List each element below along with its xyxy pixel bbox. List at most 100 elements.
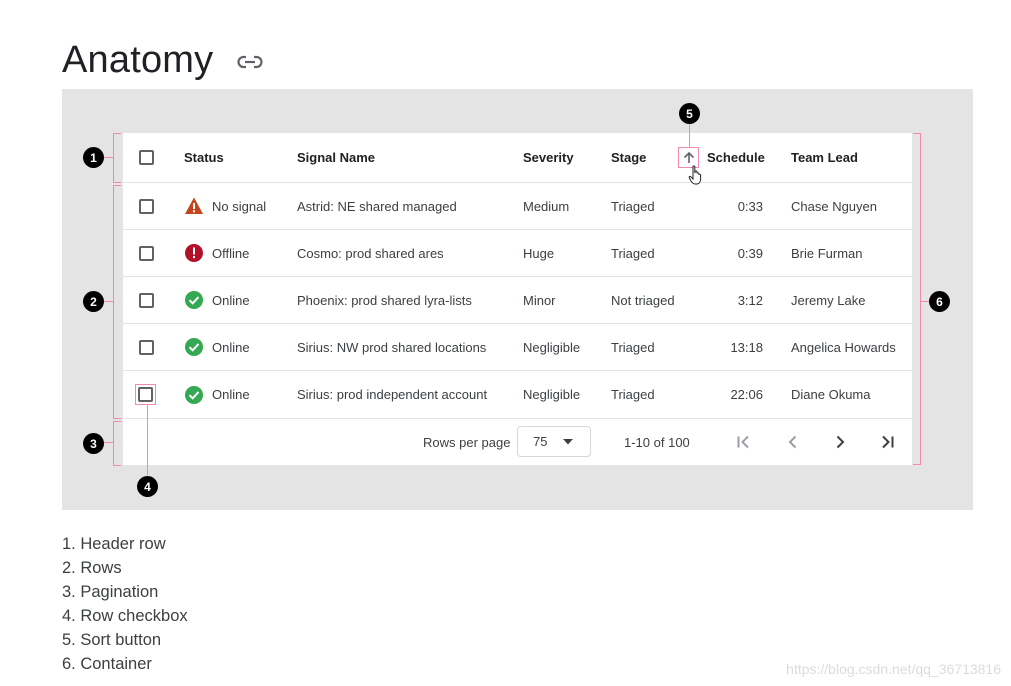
column-header-severity[interactable]: Severity: [523, 150, 574, 165]
marker-2: 2: [83, 291, 104, 312]
marker-5: 5: [679, 103, 700, 124]
schedule-cell: 0:33: [737, 198, 763, 214]
last-page-icon[interactable]: [878, 433, 896, 451]
status-cell: No signal: [184, 183, 266, 229]
status-text: Online: [212, 292, 250, 308]
status-text: No signal: [212, 198, 267, 214]
status-cell: Online: [184, 371, 250, 418]
stage-cell: Not triaged: [611, 292, 675, 308]
arrow-up-icon: [683, 151, 694, 163]
row-checkbox[interactable]: [139, 292, 154, 308]
link-icon[interactable]: [237, 55, 263, 69]
legend-item: 2. Rows: [62, 559, 122, 577]
stage-cell: Triaged: [611, 198, 655, 214]
dropdown-arrow-icon: [563, 438, 574, 444]
marker-3: 3: [83, 433, 104, 454]
severity-cell: Huge: [523, 245, 555, 261]
rows-per-page-value: 75: [533, 434, 548, 449]
header-row-bracket: [113, 133, 121, 183]
team-lead-cell: Jeremy Lake: [791, 292, 866, 308]
column-header-signal-name[interactable]: Signal Name: [297, 150, 376, 165]
anatomy-figure: Status Signal Name Severity Stage Schedu…: [62, 89, 973, 510]
team-lead-cell: Chase Nguyen: [791, 198, 877, 214]
header-row-leader: [103, 157, 113, 158]
row-checkbox[interactable]: [139, 198, 154, 214]
column-header-stage[interactable]: Stage: [611, 150, 647, 165]
container-leader: [921, 301, 930, 302]
signal-name-cell: Sirius: prod independent account: [297, 387, 488, 402]
table-row[interactable]: Online Sirius: prod independent account …: [123, 371, 912, 419]
team-lead-cell: Brie Furman: [791, 245, 863, 261]
header-checkbox[interactable]: [139, 150, 154, 165]
rows-per-page-label: Rows per page: [423, 434, 511, 450]
sort-leader: [689, 123, 690, 147]
legend-item: 1. Header row: [62, 535, 166, 553]
stage-cell: Triaged: [611, 245, 655, 261]
table-row[interactable]: No signal Astrid: NE shared managed Medi…: [123, 183, 912, 230]
legend-item: 5. Sort button: [62, 631, 162, 649]
marker-1: 1: [83, 147, 104, 168]
column-header-status[interactable]: Status: [184, 150, 224, 165]
hand-cursor-icon: [688, 165, 702, 185]
row-checkbox[interactable]: [138, 387, 153, 402]
header-row: Status Signal Name Severity Stage Schedu…: [123, 133, 912, 183]
row-checkbox[interactable]: [139, 339, 154, 355]
stage-cell: Triaged: [611, 339, 655, 355]
checkbox-leader: [147, 405, 148, 475]
signal-name-cell: Sirius: NW prod shared locations: [297, 339, 487, 355]
page-title: Anatomy: [62, 38, 214, 81]
severity-cell: Minor: [523, 292, 556, 308]
stage-cell: Triaged: [611, 387, 655, 402]
status-text: Online: [212, 339, 250, 355]
schedule-cell: 0:39: [737, 245, 763, 261]
data-table-container: Status Signal Name Severity Stage Schedu…: [123, 133, 912, 465]
severity-cell: Negligible: [523, 387, 581, 402]
first-page-icon[interactable]: [735, 433, 753, 451]
check-circle-icon: [185, 291, 203, 309]
check-circle-icon: [185, 338, 203, 356]
row-checkbox-highlight: [135, 384, 156, 405]
pagination-range: 1-10 of 100: [624, 434, 690, 450]
anatomy-legend: 1. Header row 2. Rows 3. Pagination 4. R…: [62, 532, 188, 676]
rows-per-page-select[interactable]: 75: [517, 426, 591, 457]
status-text: Online: [212, 387, 250, 402]
sort-button[interactable]: [678, 147, 699, 168]
team-lead-cell: Angelica Howards: [791, 339, 896, 355]
schedule-cell: 22:06: [730, 387, 763, 402]
next-page-icon[interactable]: [831, 433, 849, 451]
rows-leader: [103, 301, 113, 302]
marker-6: 6: [929, 291, 950, 312]
error-icon: [185, 244, 203, 262]
pagination-leader: [103, 442, 113, 443]
watermark: https://blog.csdn.net/qq_36713816: [786, 661, 1001, 677]
severity-cell: Medium: [523, 198, 570, 214]
status-cell: Offline: [184, 230, 249, 276]
previous-page-icon[interactable]: [784, 433, 802, 451]
check-circle-icon: [185, 385, 203, 404]
team-lead-cell: Diane Okuma: [791, 387, 871, 402]
column-header-schedule[interactable]: Schedule: [707, 150, 765, 165]
signal-name-cell: Phoenix: prod shared lyra-lists: [297, 292, 472, 308]
rows-bracket: [113, 185, 121, 419]
table-row[interactable]: Offline Cosmo: prod shared ares Huge Tri…: [123, 230, 912, 277]
schedule-cell: 13:18: [730, 339, 763, 355]
pagination-bracket: [113, 421, 121, 466]
status-text: Offline: [212, 245, 250, 261]
status-cell: Online: [184, 277, 250, 323]
legend-item: 6. Container: [62, 655, 152, 673]
container-bracket: [913, 133, 921, 465]
table-row[interactable]: Online Phoenix: prod shared lyra-lists M…: [123, 277, 912, 324]
pagination-bar: Rows per page 75 1-10 of 100: [123, 419, 912, 465]
row-checkbox[interactable]: [139, 245, 154, 261]
column-header-team-lead[interactable]: Team Lead: [791, 150, 858, 165]
warning-icon: [185, 197, 203, 214]
legend-item: 3. Pagination: [62, 583, 159, 601]
schedule-cell: 3:12: [737, 292, 763, 308]
status-cell: Online: [184, 324, 250, 370]
page-heading: Anatomy: [62, 38, 263, 82]
marker-4: 4: [137, 476, 158, 497]
signal-name-cell: Cosmo: prod shared ares: [297, 245, 444, 261]
signal-name-cell: Astrid: NE shared managed: [297, 198, 457, 214]
legend-item: 4. Row checkbox: [62, 607, 188, 625]
table-row[interactable]: Online Sirius: NW prod shared locations …: [123, 324, 912, 371]
